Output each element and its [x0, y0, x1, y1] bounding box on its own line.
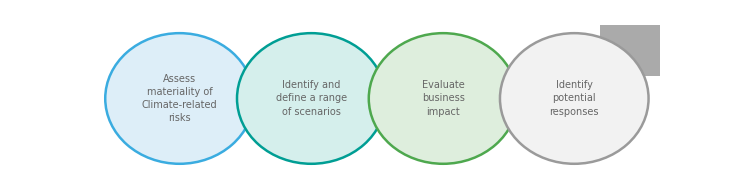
Polygon shape	[365, 70, 392, 127]
Ellipse shape	[237, 33, 386, 164]
Text: Evaluate
business
impact: Evaluate business impact	[422, 80, 464, 117]
Ellipse shape	[105, 33, 254, 164]
Text: Identify and
define a range
of scenarios: Identify and define a range of scenarios	[276, 80, 347, 117]
Text: Assess
materiality of
Climate-related
risks: Assess materiality of Climate-related ri…	[142, 74, 217, 123]
Ellipse shape	[500, 33, 649, 164]
Polygon shape	[233, 70, 261, 127]
Bar	[600, 25, 660, 76]
Text: Identify
potential
responses: Identify potential responses	[550, 80, 599, 117]
Ellipse shape	[369, 33, 518, 164]
Polygon shape	[497, 70, 524, 127]
